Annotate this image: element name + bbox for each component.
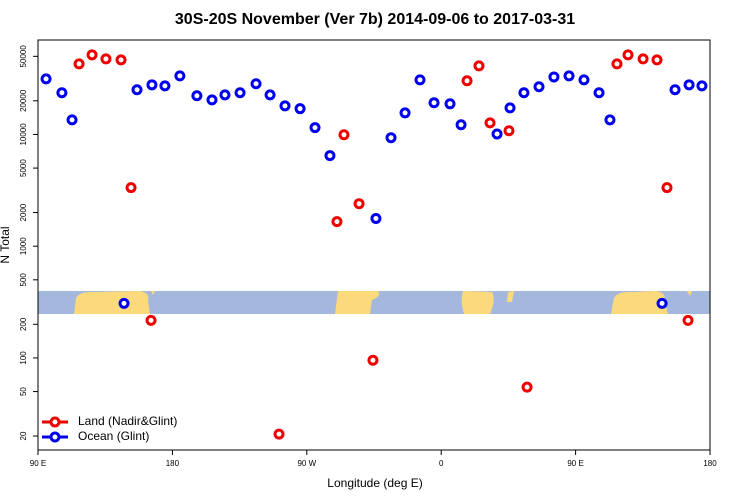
point (264, 89, 276, 101)
point (370, 212, 382, 224)
x-tick-label: 90 E (567, 459, 583, 468)
point (521, 381, 533, 393)
point (100, 53, 112, 65)
point (604, 114, 616, 126)
y-tick-label: 100 (19, 351, 28, 365)
point (461, 75, 473, 87)
point (159, 80, 171, 92)
y-tick-label: 1000 (19, 237, 28, 255)
x-tick-label: 180 (703, 459, 717, 468)
point (273, 428, 285, 440)
y-tick-label: 500 (19, 273, 28, 287)
point (491, 128, 503, 140)
y-axis-label: N Total (0, 226, 12, 263)
point (174, 70, 186, 82)
point (73, 58, 85, 70)
point (669, 84, 681, 96)
point (56, 87, 68, 99)
point (86, 49, 98, 61)
point (661, 182, 673, 194)
x-tick-label: 90 W (297, 459, 316, 468)
point (385, 132, 397, 144)
point (473, 60, 485, 72)
point (593, 87, 605, 99)
y-tick-label: 10000 (19, 123, 28, 146)
point (414, 74, 426, 86)
legend-label: Ocean (Glint) (78, 429, 149, 443)
point (131, 84, 143, 96)
point (250, 78, 262, 90)
point (324, 150, 336, 162)
point (115, 54, 127, 66)
y-tick-label: 2000 (19, 203, 28, 221)
point (503, 125, 515, 137)
point (118, 297, 130, 309)
point (651, 54, 663, 66)
point (66, 114, 78, 126)
y-tick-label: 200 (19, 317, 28, 331)
point (504, 102, 516, 114)
x-tick-label: 180 (166, 459, 180, 468)
plot-frame (37, 39, 711, 451)
y-tick-label: 5000 (19, 159, 28, 177)
point (191, 90, 203, 102)
point (428, 97, 440, 109)
point (611, 58, 623, 70)
point (338, 129, 350, 141)
point (683, 79, 695, 91)
legend-marker (49, 431, 61, 443)
point (234, 87, 246, 99)
legend-label: Land (Nadir&Glint) (78, 414, 177, 428)
point (682, 314, 694, 326)
x-tick-label: 0 (439, 459, 444, 468)
y-tick-label: 20000 (19, 89, 28, 112)
point (637, 53, 649, 65)
point (656, 297, 668, 309)
x-tick-label: 90 E (30, 459, 46, 468)
chart-title: 30S-20S November (Ver 7b) 2014-09-06 to … (175, 11, 575, 28)
point (294, 103, 306, 115)
point (367, 354, 379, 366)
map-strip (38, 291, 710, 317)
point (309, 122, 321, 134)
legend-marker (49, 416, 61, 428)
point (455, 119, 467, 131)
y-tick-label: 50000 (19, 45, 28, 68)
point (484, 117, 496, 129)
point (279, 100, 291, 112)
point (331, 216, 343, 228)
point (219, 89, 231, 101)
point (146, 79, 158, 91)
point (40, 73, 52, 85)
point (518, 87, 530, 99)
point (145, 314, 157, 326)
point (563, 70, 575, 82)
point (399, 107, 411, 119)
point (125, 182, 137, 194)
y-tick-label: 50 (19, 387, 28, 396)
point (533, 81, 545, 93)
point (696, 80, 708, 92)
point (444, 98, 456, 110)
x-axis-label: Longitude (deg E) (327, 476, 422, 490)
y-tick-label: 20 (19, 431, 28, 440)
point (622, 49, 634, 61)
point (206, 94, 218, 106)
point (578, 74, 590, 86)
point (548, 71, 560, 83)
point (353, 198, 365, 210)
